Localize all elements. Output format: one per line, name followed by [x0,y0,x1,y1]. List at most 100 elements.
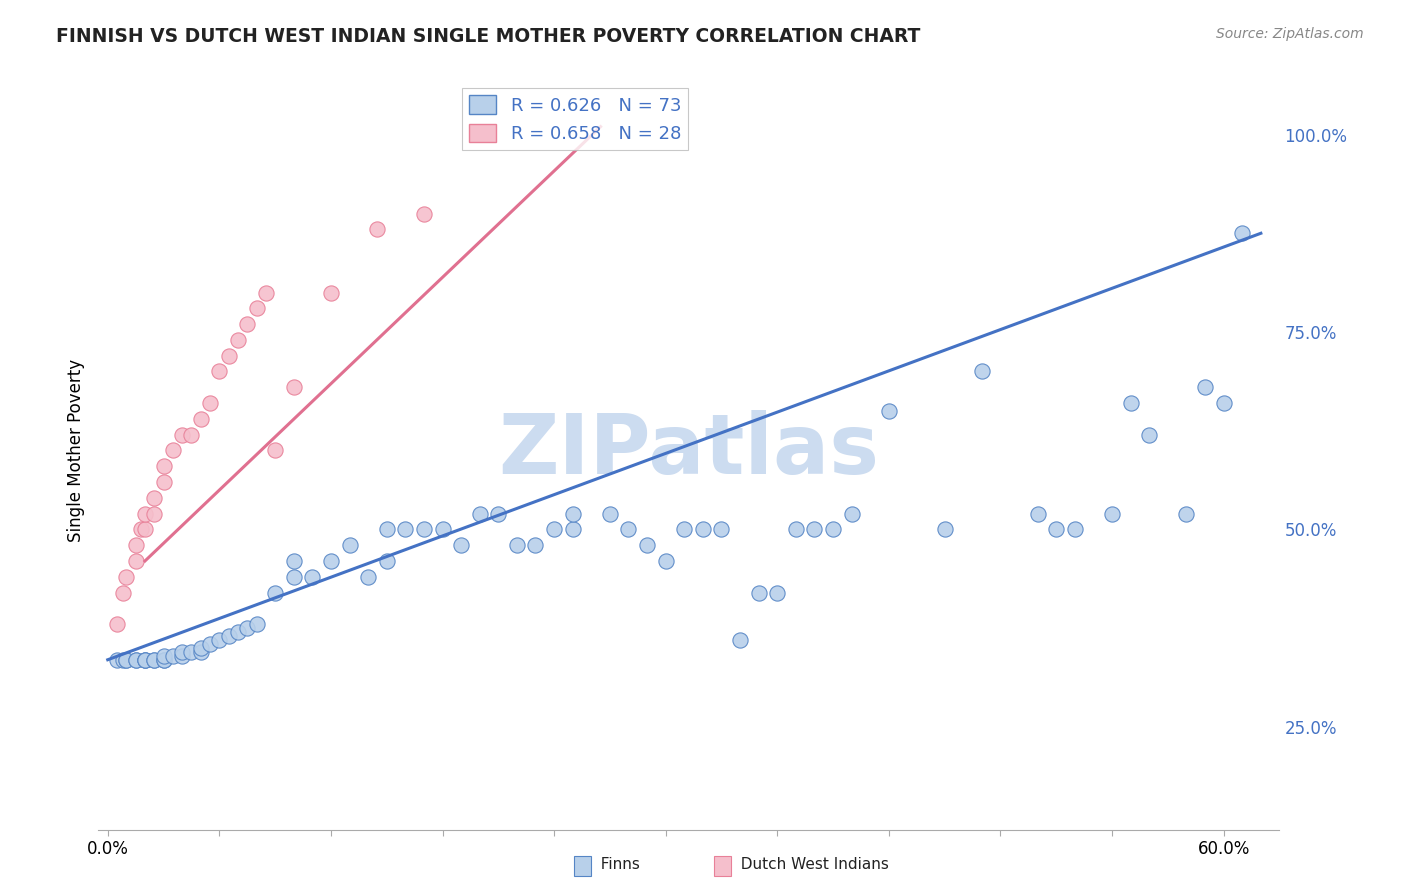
Point [375,554,398,568]
Point [254,285,277,300]
Point [394,523,416,537]
Point [143,507,166,521]
Point [180,645,202,659]
Point [124,554,146,568]
Point [152,653,174,667]
Point [486,507,509,521]
Point [124,538,146,552]
Point [245,301,267,316]
Point [748,585,770,599]
Point [1119,396,1142,410]
Point [236,317,259,331]
Point [766,585,789,599]
Point [115,653,138,667]
Point [134,653,156,667]
Point [143,653,166,667]
Point [190,412,212,426]
Point [1232,227,1254,241]
Point [1026,507,1049,521]
Point [198,637,221,651]
Point [599,507,621,521]
Point [506,538,529,552]
Point [1137,427,1160,442]
Point [180,427,202,442]
Point [283,554,305,568]
Point [728,633,751,648]
Point [208,364,231,378]
Point [111,585,134,599]
Point [412,206,434,220]
Point [450,538,472,552]
Point [1045,523,1067,537]
Point [319,285,342,300]
Point [218,629,240,643]
Point [375,523,398,537]
Point [172,427,194,442]
Point [208,633,231,648]
Legend: R = 0.626   N = 73, R = 0.658   N = 28: R = 0.626 N = 73, R = 0.658 N = 28 [461,88,688,150]
Point [105,653,128,667]
Point [105,617,128,632]
Point [1175,507,1198,521]
Point [245,617,267,632]
Point [432,523,454,537]
Point [198,396,221,410]
Text: Source: ZipAtlas.com: Source: ZipAtlas.com [1216,27,1364,41]
Point [152,459,174,474]
Y-axis label: Single Mother Poverty: Single Mother Poverty [66,359,84,542]
Point [129,523,152,537]
Point [236,621,259,635]
Point [1063,523,1085,537]
Point [134,653,156,667]
Point [841,507,863,521]
Text: FINNISH VS DUTCH WEST INDIAN SINGLE MOTHER POVERTY CORRELATION CHART: FINNISH VS DUTCH WEST INDIAN SINGLE MOTH… [56,27,921,45]
Point [283,570,305,584]
Point [124,653,146,667]
Point [143,653,166,667]
Point [190,640,212,655]
Point [134,507,156,521]
Point [1101,507,1123,521]
Point [877,404,900,418]
Point [823,523,845,537]
Point [190,645,212,659]
Point [283,380,305,394]
Point [803,523,825,537]
Point [617,523,640,537]
Point [172,645,194,659]
Point [654,554,676,568]
Point [561,507,583,521]
Point [226,625,249,640]
Text: Dutch West Indians: Dutch West Indians [731,857,889,872]
Point [152,648,174,663]
Point [1194,380,1216,394]
Point [115,653,138,667]
Text: ZIPatlas: ZIPatlas [499,410,879,491]
Point [785,523,807,537]
Point [124,653,146,667]
Point [673,523,696,537]
Point [115,570,138,584]
Point [264,585,287,599]
Text: Finns: Finns [591,857,640,872]
Point [970,364,993,378]
Point [111,653,134,667]
Point [162,648,184,663]
Point [162,443,184,458]
Point [710,523,733,537]
Point [1212,396,1234,410]
Point [172,648,194,663]
Point [226,333,249,347]
Point [301,570,323,584]
Point [366,222,388,236]
Point [636,538,658,552]
Point [543,523,565,537]
Point [319,554,342,568]
Point [264,443,287,458]
Point [218,349,240,363]
Point [143,491,166,505]
Point [357,570,380,584]
Point [412,523,434,537]
Point [692,523,714,537]
Point [468,507,491,521]
